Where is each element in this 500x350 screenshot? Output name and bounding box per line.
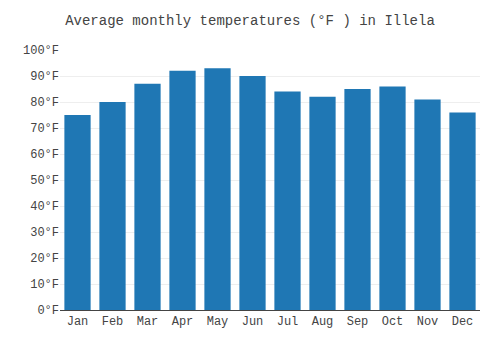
svg-text:Jan: Jan [67, 315, 89, 329]
svg-text:80°F: 80°F [30, 96, 59, 110]
svg-text:50°F: 50°F [30, 174, 59, 188]
svg-text:Sep: Sep [347, 315, 369, 329]
svg-text:40°F: 40°F [30, 200, 59, 214]
svg-text:100°F: 100°F [23, 44, 59, 58]
svg-text:Jul: Jul [277, 315, 299, 329]
svg-text:Dec: Dec [452, 315, 474, 329]
svg-text:20°F: 20°F [30, 252, 59, 266]
svg-text:Nov: Nov [417, 315, 439, 329]
svg-text:30°F: 30°F [30, 226, 59, 240]
svg-text:May: May [207, 315, 229, 329]
svg-text:70°F: 70°F [30, 122, 59, 136]
svg-text:60°F: 60°F [30, 148, 59, 162]
svg-text:90°F: 90°F [30, 70, 59, 84]
svg-text:0°F: 0°F [37, 304, 59, 318]
svg-text:Mar: Mar [137, 315, 159, 329]
svg-text:Oct: Oct [382, 315, 404, 329]
svg-text:Jun: Jun [242, 315, 264, 329]
svg-text:Average monthly temperatures (: Average monthly temperatures (°F ) in Il… [65, 13, 435, 29]
svg-text:10°F: 10°F [30, 278, 59, 292]
svg-text:Aug: Aug [312, 315, 334, 329]
svg-text:Apr: Apr [172, 315, 194, 329]
svg-text:Feb: Feb [102, 315, 124, 329]
